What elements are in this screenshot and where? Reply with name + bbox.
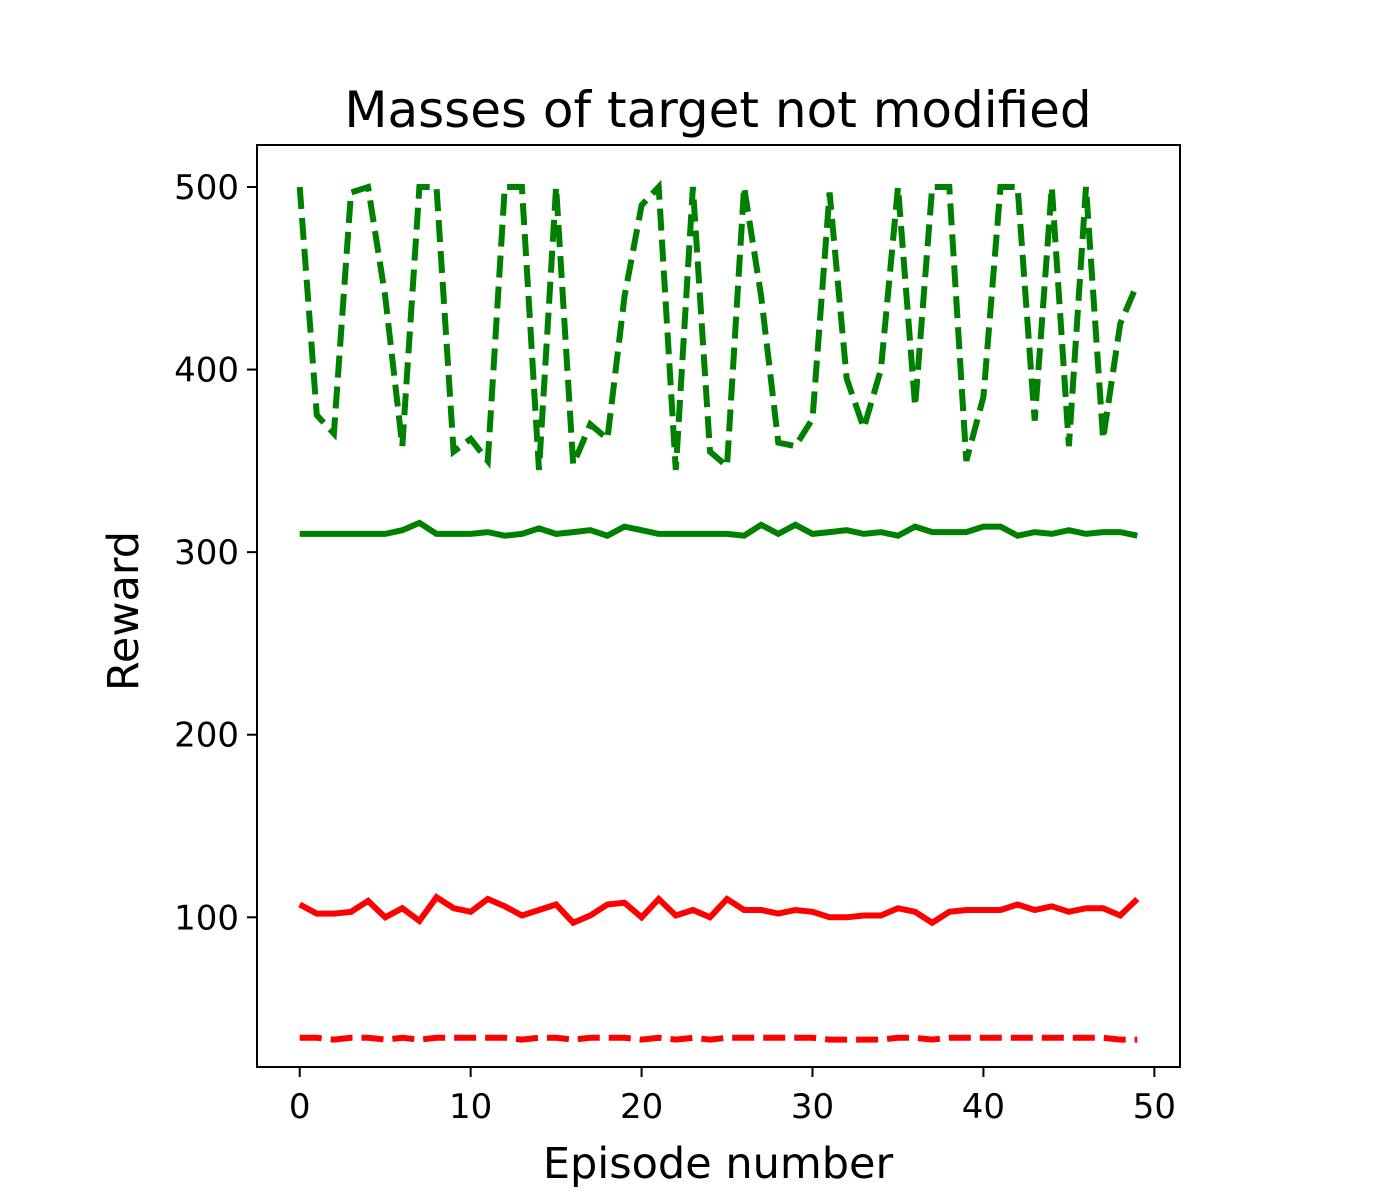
x-axis: 0 10 20 30 40 50: [289, 1067, 1176, 1127]
x-tick-label: 20: [620, 1087, 663, 1127]
x-axis-label: Episode number: [543, 1139, 894, 1189]
series-line-2: [299, 519, 1138, 539]
y-axis-label: Reward: [99, 531, 149, 691]
series-line-4: [299, 1034, 1138, 1043]
x-tick-label: 50: [1133, 1087, 1176, 1127]
y-tick-label: 100: [174, 898, 239, 938]
series-line-1: [296, 179, 1141, 473]
x-tick-label: 40: [962, 1087, 1005, 1127]
x-tick-label: 0: [289, 1087, 311, 1127]
chart-title: Masses of target not modified: [344, 81, 1091, 139]
y-tick-label: 200: [174, 716, 239, 756]
x-tick-label: 30: [791, 1087, 834, 1127]
plot-frame: [256, 144, 1181, 1068]
x-tick-label: 10: [449, 1087, 492, 1127]
y-axis: 100 200 300 400 500: [174, 168, 257, 938]
y-tick-label: 500: [174, 168, 239, 208]
y-tick-label: 300: [174, 533, 239, 573]
series-layer: [296, 179, 1141, 1043]
y-tick-label: 400: [174, 351, 239, 391]
series-line-3: [298, 893, 1140, 927]
